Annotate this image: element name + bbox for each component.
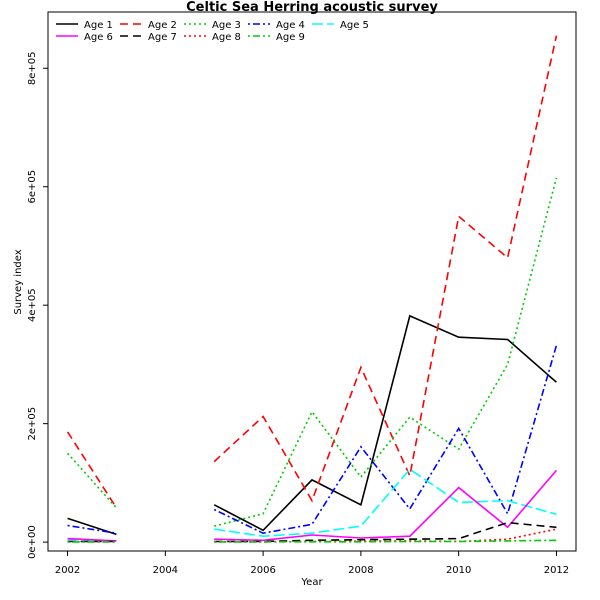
legend-label-age-9: Age 9 bbox=[276, 32, 305, 43]
y-tick-label: 2e+05 bbox=[27, 407, 38, 441]
y-tick-label: 4e+05 bbox=[27, 288, 38, 322]
x-axis: 2002 2004 2006 2008 2010 2012 bbox=[55, 551, 569, 576]
legend-label-age-1: Age 1 bbox=[84, 20, 113, 31]
legend-label-age-7: Age 7 bbox=[148, 32, 177, 43]
series-line-age-1 bbox=[213, 314, 557, 532]
legend: Age 1 Age 2 Age 3 Age 4 Age 5 Age 6 Age 7 Age 8… bbox=[56, 20, 369, 43]
y-tick-label: 8e+05 bbox=[27, 51, 38, 85]
legend-label-age-3: Age 3 bbox=[212, 20, 241, 31]
chart-title: Celtic Sea Herring acoustic survey bbox=[186, 0, 438, 15]
legend-label-age-8: Age 8 bbox=[212, 32, 241, 43]
legend-label-age-2: Age 2 bbox=[148, 20, 177, 31]
y-axis: 0e+00 2e+05 4e+05 6e+05 8e+05 bbox=[27, 51, 48, 559]
series-line-age-7 bbox=[214, 521, 557, 543]
series-line-age-9 bbox=[214, 539, 557, 543]
x-tick-label: 2010 bbox=[446, 565, 471, 576]
plot-frame bbox=[47, 11, 577, 552]
x-axis-label: Year bbox=[300, 577, 323, 588]
series-line-age-6 bbox=[67, 537, 117, 542]
legend-label-age-4: Age 4 bbox=[276, 20, 305, 31]
series-line-age-3 bbox=[214, 177, 558, 527]
x-tick-label: 2012 bbox=[544, 565, 569, 576]
series-line-age-4 bbox=[213, 345, 558, 535]
series-line-age-3 bbox=[67, 452, 117, 509]
y-tick-label: 6e+05 bbox=[27, 170, 38, 204]
series-line-age-4 bbox=[67, 524, 117, 534]
y-axis-label: Survey index bbox=[13, 249, 24, 314]
y-tick-label: 0e+00 bbox=[27, 525, 38, 559]
x-tick-label: 2008 bbox=[348, 565, 373, 576]
x-tick-label: 2006 bbox=[250, 565, 275, 576]
x-tick-label: 2004 bbox=[153, 565, 178, 576]
series-line-age-2 bbox=[66, 431, 118, 509]
legend-label-age-5: Age 5 bbox=[340, 20, 369, 31]
legend-label-age-6: Age 6 bbox=[84, 32, 113, 43]
series-line-age-5 bbox=[214, 468, 557, 538]
series-line-age-6 bbox=[214, 469, 558, 542]
series-layer bbox=[66, 35, 558, 543]
series-line-age-2 bbox=[213, 35, 558, 503]
x-tick-label: 2002 bbox=[55, 565, 80, 576]
